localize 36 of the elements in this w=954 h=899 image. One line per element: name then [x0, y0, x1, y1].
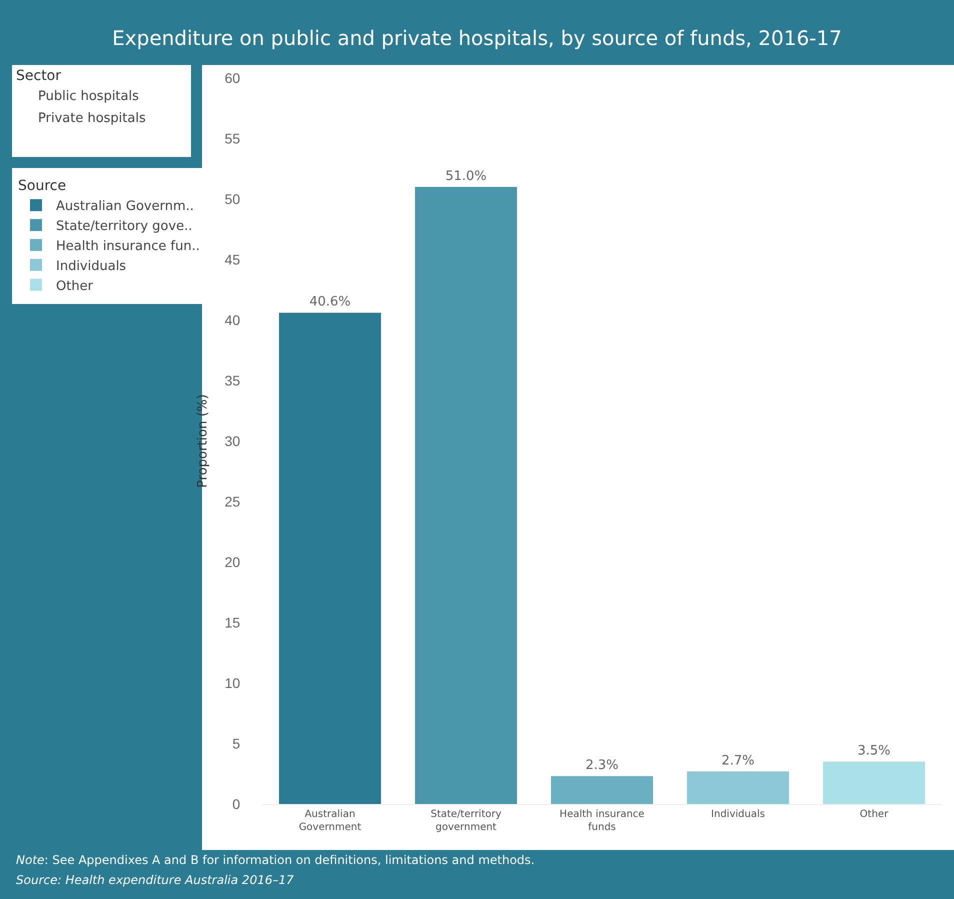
- legend-label: Australian Governm..: [56, 199, 194, 214]
- y-tick-label: 15: [224, 614, 240, 630]
- x-tick-label: Health insurance funds: [560, 809, 644, 833]
- text: Note: See Appendixes A and B for information on definitions, limitations and methods.: [16, 853, 535, 867]
- data-label: 2.3%: [585, 758, 619, 774]
- text: Public hospitals: [38, 89, 140, 104]
- chart-title: Expenditure on public and private hospitals, by source of funds, 2016-17: [112, 26, 842, 50]
- x-tick-label: State/territory government: [430, 809, 502, 833]
- legend-label: State/territory gove..: [56, 219, 192, 234]
- y-tick-label: 0: [232, 796, 240, 812]
- text: Private hospitals: [38, 111, 146, 126]
- legend-label: Individuals: [56, 258, 126, 274]
- y-tick-label: 5: [232, 735, 240, 752]
- data-label: 2.7%: [721, 753, 755, 768]
- y-tick-label: 55: [224, 130, 240, 146]
- x-tick-label: Other: [860, 809, 890, 820]
- legend-label: Health insurance fun..: [56, 239, 200, 254]
- y-tick-label: 30: [224, 432, 240, 449]
- y-axis-title: Proportion (%): [196, 394, 211, 488]
- data-label: 3.5%: [857, 744, 891, 759]
- y-tick-label: 60: [224, 70, 240, 86]
- y-tick-label: 40: [224, 312, 240, 328]
- x-tick-label: Individuals: [711, 809, 765, 820]
- legend-title: Source: [18, 178, 66, 194]
- y-tick-label: 20: [224, 554, 240, 570]
- legend-label: Other: [56, 278, 94, 294]
- y-tick-label: 25: [224, 493, 240, 510]
- data-label: 51.0%: [445, 168, 487, 184]
- y-tick-label: 45: [224, 251, 240, 268]
- x-tick-label: Australian Government: [298, 809, 362, 833]
- y-tick-label: 35: [224, 372, 240, 388]
- source-note: Source: Health expenditure Australia 2016–17: [16, 873, 294, 887]
- text: Sector: [16, 68, 62, 84]
- data-label: 40.6%: [309, 294, 351, 310]
- y-tick-label: 50: [224, 190, 240, 207]
- y-tick-label: 10: [224, 674, 240, 691]
